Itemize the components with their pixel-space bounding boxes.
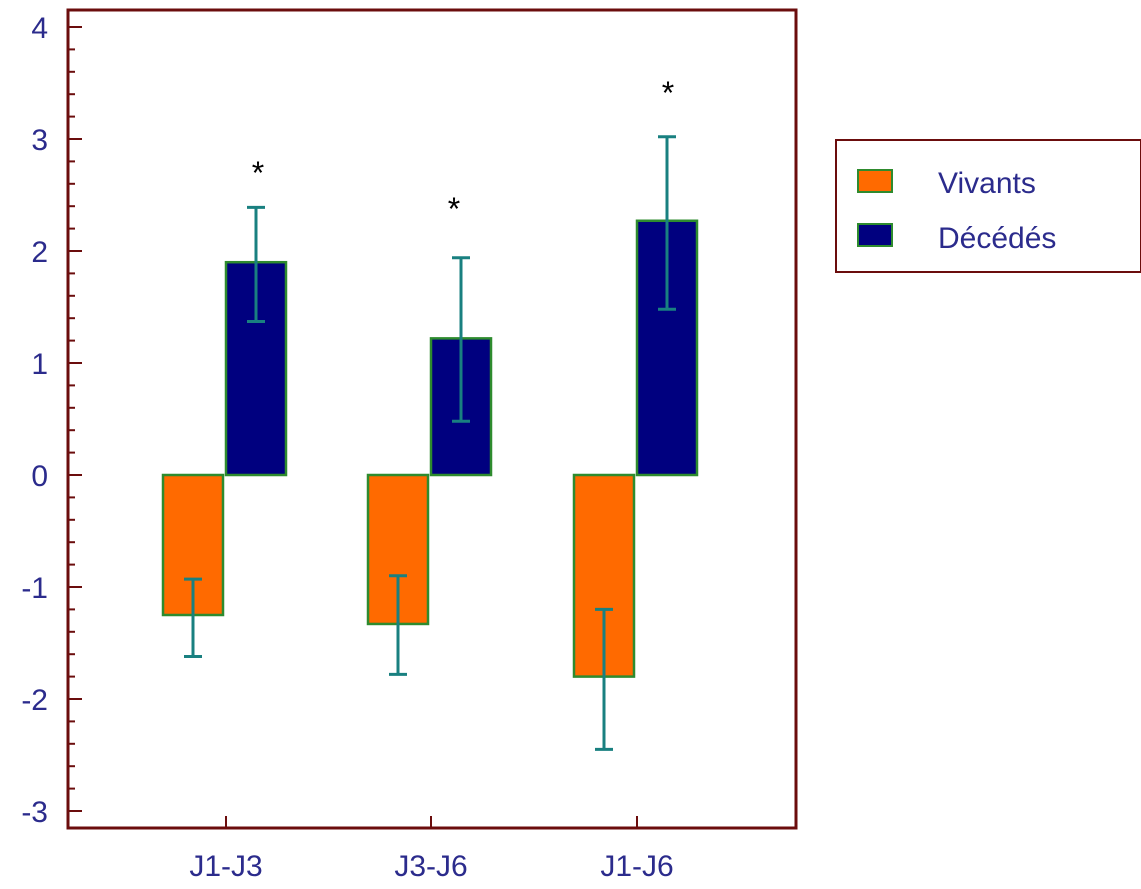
significance-star: * xyxy=(252,155,264,191)
y-tick-label: -1 xyxy=(21,572,48,605)
chart-marks xyxy=(68,26,699,828)
legend-swatch-decedes xyxy=(857,223,893,247)
legend-label-vivants: Vivants xyxy=(938,167,1036,200)
y-tick-label: 1 xyxy=(31,348,48,381)
legend-box xyxy=(835,139,1141,273)
legend-label-decedes: Décédés xyxy=(938,222,1056,255)
significance-star: * xyxy=(448,191,460,227)
y-tick-label: 4 xyxy=(31,12,48,45)
y-tick-label: 3 xyxy=(31,124,48,157)
x-category-label: J1-J6 xyxy=(600,850,673,883)
y-tick-label: 2 xyxy=(31,236,48,269)
x-category-label: J3-J6 xyxy=(394,850,467,883)
y-tick-label: -2 xyxy=(21,684,48,717)
legend: Vivants Décédés xyxy=(835,139,1141,273)
significance-star: * xyxy=(662,75,674,111)
legend-swatch-vivants xyxy=(857,169,893,193)
y-tick-label: 0 xyxy=(31,460,48,493)
x-category-label: J1-J3 xyxy=(189,850,262,883)
y-tick-label: -3 xyxy=(21,796,48,829)
